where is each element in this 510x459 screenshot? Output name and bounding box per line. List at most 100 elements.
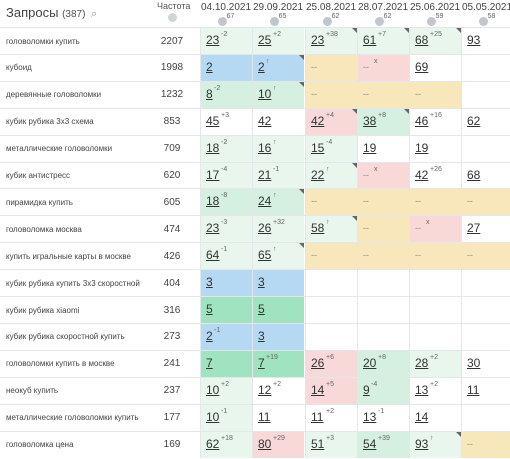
query-text[interactable]: неокуб купить bbox=[6, 386, 59, 396]
position-cell[interactable]: 13 -1 bbox=[357, 404, 409, 431]
position-value[interactable]: 42 bbox=[415, 167, 429, 182]
position-cell[interactable]: 25 +2 bbox=[252, 28, 304, 54]
position-cell[interactable] bbox=[461, 404, 510, 431]
position-cell[interactable]: 16 ↑ bbox=[252, 135, 304, 162]
position-cell[interactable]: 5 bbox=[200, 297, 252, 323]
position-value[interactable]: 2 bbox=[258, 59, 265, 74]
position-cell[interactable]: 93 bbox=[461, 28, 510, 54]
position-value[interactable]: 42 bbox=[258, 113, 272, 128]
position-cell[interactable]: -- bbox=[305, 81, 357, 108]
date-column-header[interactable]: 25.08.2021 62 bbox=[305, 0, 357, 27]
position-value[interactable]: 10 bbox=[258, 86, 272, 101]
query-text[interactable]: головоломка цена bbox=[6, 440, 74, 449]
position-cell[interactable]: 23 -3 bbox=[200, 216, 252, 243]
position-cell[interactable]: 18 -8 bbox=[200, 189, 252, 216]
position-value[interactable]: 23 bbox=[206, 33, 220, 47]
position-cell[interactable]: 28 +2 bbox=[409, 350, 461, 377]
position-cell[interactable]: 38 +8 bbox=[357, 108, 409, 135]
position-cell[interactable]: 7 +19 bbox=[252, 350, 304, 377]
position-value[interactable]: 38 bbox=[363, 113, 377, 128]
position-value[interactable]: 58 bbox=[311, 221, 325, 236]
position-cell[interactable] bbox=[461, 81, 510, 108]
position-value[interactable]: 69 bbox=[415, 59, 429, 74]
position-value[interactable]: 11 bbox=[258, 409, 271, 424]
position-cell[interactable]: 9 -4 bbox=[357, 377, 409, 404]
position-cell[interactable] bbox=[409, 323, 461, 350]
position-cell[interactable] bbox=[305, 323, 357, 350]
position-cell[interactable]: 20 +8 bbox=[357, 350, 409, 377]
position-value[interactable]: 2 bbox=[206, 59, 213, 74]
query-text[interactable]: металлические головоломки купить bbox=[6, 413, 139, 423]
query-text[interactable]: кубик рубика 3x3 схема bbox=[6, 117, 94, 127]
query-text[interactable]: кубик рубика скоростной купить bbox=[6, 332, 125, 342]
position-value[interactable]: 15 bbox=[311, 140, 325, 155]
position-value[interactable]: 7 bbox=[206, 355, 213, 370]
position-cell[interactable]: 51 +3 bbox=[305, 431, 357, 458]
date-column-header[interactable]: 05.05.2021 58 bbox=[461, 0, 510, 27]
position-value[interactable]: 26 bbox=[258, 221, 272, 236]
position-value[interactable]: 62 bbox=[206, 436, 220, 451]
position-cell[interactable]: 24 ↑ bbox=[252, 189, 304, 216]
position-value[interactable]: 7 bbox=[258, 355, 265, 370]
position-value[interactable]: 11 bbox=[311, 409, 324, 424]
position-value[interactable]: 80 bbox=[258, 436, 272, 451]
position-cell[interactable]: -- bbox=[305, 243, 357, 270]
position-cell[interactable]: 18 -2 bbox=[200, 135, 252, 162]
position-value[interactable]: 62 bbox=[467, 113, 481, 128]
position-value[interactable]: 18 bbox=[206, 140, 220, 155]
position-cell[interactable]: 11 bbox=[461, 377, 510, 404]
position-value[interactable]: 30 bbox=[467, 355, 481, 370]
position-value[interactable]: 14 bbox=[311, 382, 325, 397]
position-value[interactable]: 14 bbox=[415, 409, 429, 424]
position-value[interactable]: 12 bbox=[258, 382, 272, 397]
position-value[interactable]: 42 bbox=[311, 113, 325, 128]
position-value[interactable]: 18 bbox=[206, 194, 220, 209]
position-cell[interactable]: -- bbox=[461, 431, 510, 458]
position-cell[interactable]: 30 bbox=[461, 350, 510, 377]
position-value[interactable]: 3 bbox=[258, 328, 265, 343]
position-value[interactable]: 2 bbox=[206, 328, 213, 343]
position-value[interactable]: 93 bbox=[467, 33, 481, 47]
position-cell[interactable]: -- bbox=[461, 189, 510, 216]
position-cell[interactable]: -- x bbox=[409, 216, 461, 243]
query-text[interactable]: деревянные головоломки bbox=[6, 90, 102, 100]
position-cell[interactable]: 42 +26 bbox=[409, 162, 461, 189]
position-cell[interactable] bbox=[461, 135, 510, 162]
position-cell[interactable]: -- bbox=[357, 243, 409, 270]
position-cell[interactable]: 14 bbox=[409, 404, 461, 431]
query-text[interactable]: кубик антистресс bbox=[6, 171, 71, 180]
position-cell[interactable]: 46 +16 bbox=[409, 108, 461, 135]
position-cell[interactable]: 3 bbox=[252, 270, 304, 297]
position-cell[interactable]: 69 bbox=[409, 54, 461, 81]
position-value[interactable]: 24 bbox=[258, 194, 272, 209]
position-cell[interactable]: 58 ↑ bbox=[305, 216, 357, 243]
position-cell[interactable]: 54 +39 bbox=[357, 431, 409, 458]
position-cell[interactable]: -- x bbox=[357, 162, 409, 189]
position-cell[interactable] bbox=[409, 270, 461, 297]
position-cell[interactable]: 14 +5 bbox=[305, 377, 357, 404]
position-value[interactable]: 8 bbox=[206, 86, 213, 101]
position-cell[interactable]: -- bbox=[357, 81, 409, 108]
query-text[interactable]: пирамидка купить bbox=[6, 197, 73, 207]
position-value[interactable]: 13 bbox=[363, 409, 377, 424]
position-cell[interactable]: -- x bbox=[357, 54, 409, 81]
position-cell[interactable]: 10 -1 bbox=[200, 404, 252, 431]
position-cell[interactable]: 2 bbox=[200, 54, 252, 81]
position-cell[interactable]: 19 bbox=[409, 135, 461, 162]
position-value[interactable]: 65 bbox=[258, 248, 272, 263]
position-cell[interactable] bbox=[357, 270, 409, 297]
position-cell[interactable]: -- bbox=[305, 54, 357, 81]
position-cell[interactable]: 80 +29 bbox=[252, 431, 304, 458]
position-value[interactable]: 19 bbox=[415, 140, 429, 155]
position-cell[interactable]: 42 +4 bbox=[305, 108, 357, 135]
position-value[interactable]: 68 bbox=[415, 33, 429, 47]
position-cell[interactable]: 62 bbox=[461, 108, 510, 135]
position-value[interactable]: 5 bbox=[258, 302, 265, 316]
date-column-header[interactable]: 28.07.2021 62 bbox=[357, 0, 409, 27]
position-cell[interactable]: 23 +38 bbox=[305, 28, 357, 54]
position-value[interactable]: 5 bbox=[206, 302, 213, 316]
position-cell[interactable] bbox=[461, 270, 510, 297]
query-text[interactable]: кубоид bbox=[6, 63, 32, 73]
position-value[interactable]: 54 bbox=[363, 436, 377, 451]
position-cell[interactable]: 68 bbox=[461, 162, 510, 189]
